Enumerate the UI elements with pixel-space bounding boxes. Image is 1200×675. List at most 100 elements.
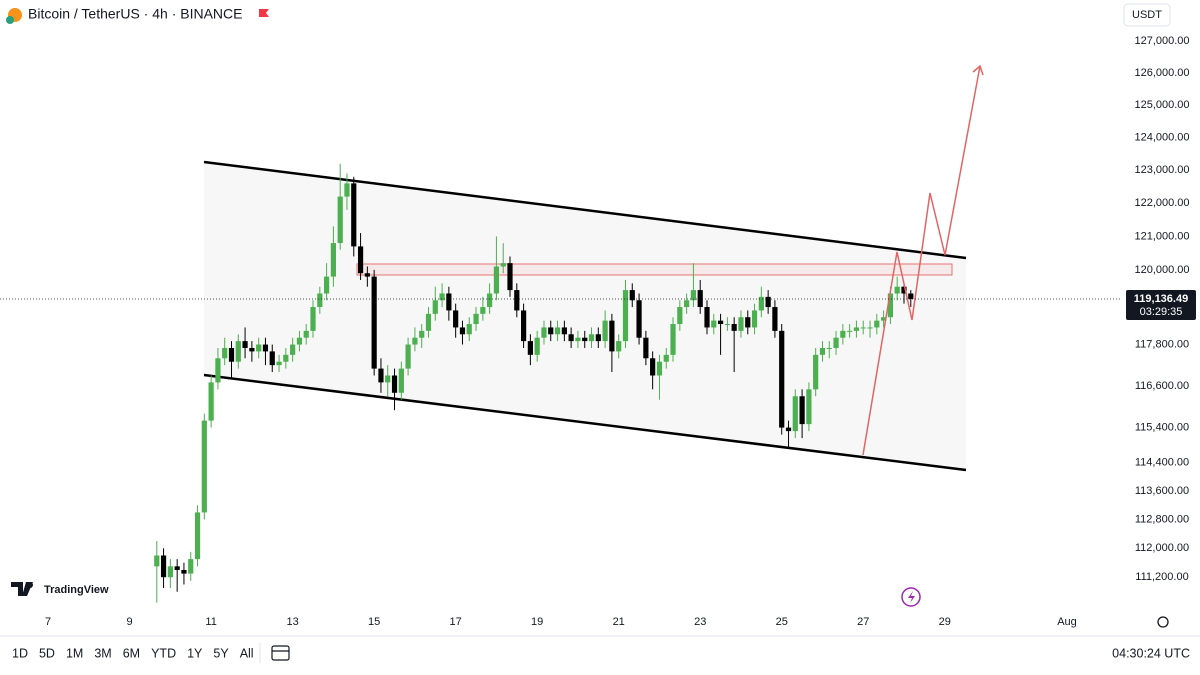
candle-body [738,317,744,331]
range-button[interactable]: 3M [94,646,111,660]
countdown-label: 03:29:35 [1140,306,1183,318]
range-button[interactable]: 6M [123,646,140,660]
channel-fill [204,162,966,470]
y-tick-label: 115,400.00 [1135,422,1189,434]
last-price-label: 119,136.49 [1134,293,1188,305]
candle-body [527,341,533,355]
x-tick-label: 23 [694,616,706,628]
candle-body [663,354,669,362]
candle-body [758,296,764,311]
candle-body [473,313,479,325]
range-button[interactable]: 5Y [213,646,229,660]
candle-body [290,344,296,355]
y-tick-label: 122,000.00 [1134,197,1189,209]
candle-body [215,358,221,383]
candle-body [826,347,832,349]
y-tick-label: 124,000.00 [1134,131,1189,143]
candle-body [534,337,540,355]
candle-body [819,347,826,355]
y-tick-label: 125,000.00 [1134,99,1189,111]
candle-body [256,344,262,352]
candle-body [439,293,445,301]
date-range-icon[interactable] [271,645,290,661]
candle-body [364,273,370,277]
projection-arrow [972,64,984,76]
candle-body [745,317,751,328]
candle-body [357,246,364,274]
x-tick-label: 27 [857,616,869,628]
candle-body [453,310,459,328]
candle-body [188,559,194,574]
candle-body [765,296,771,308]
x-tick-label: 25 [776,616,788,628]
candle-body [337,196,343,244]
candle-body [310,307,316,331]
candle-body [622,290,629,342]
candle-body [208,382,214,421]
candle-body [351,183,357,247]
x-tick-label: 21 [613,616,625,628]
candle-body [853,327,860,331]
range-button[interactable]: YTD [151,646,176,660]
range-button[interactable]: 5D [39,646,55,660]
candle-body [466,324,472,335]
candle-body [371,276,377,369]
x-tick-label: 17 [450,616,462,628]
symbol-title: Bitcoin / TetherUS · 4h · BINANCE [28,6,242,22]
range-button[interactable]: 1Y [187,646,203,660]
brand-name: TradingView [44,584,109,596]
candle-body [201,420,207,513]
range-button[interactable]: All [240,646,254,660]
candle-body [480,307,486,314]
candle-body [262,344,269,352]
candle-body [840,330,846,338]
candle-body [174,566,180,570]
candle-body [629,290,635,301]
y-tick-label: 121,000.00 [1134,230,1189,242]
candle-body [881,317,887,321]
y-tick-label: 111,200.00 [1135,571,1188,583]
candle-body [724,324,730,326]
candle-body [514,290,520,311]
candle-body [425,313,432,331]
candle-body [650,358,656,376]
range-button[interactable]: 1D [12,646,28,660]
event-icon[interactable] [901,587,921,607]
candle-body [323,276,330,294]
candle-body [296,337,303,345]
x-tick-label: 29 [939,616,951,628]
candle-body [887,293,894,318]
candle-body [575,337,581,342]
candle-body [813,354,819,390]
settings-icon[interactable] [1157,616,1169,628]
candle-body [398,368,404,393]
candle-body [582,337,588,342]
candle-body [283,354,289,362]
range-button[interactable]: 1M [66,646,83,660]
brand-logo-dot [27,582,33,588]
candle-body [378,368,384,383]
candle-body [242,341,248,348]
candle-body [874,320,880,328]
candle-body [446,293,452,311]
candle-body [269,351,275,366]
y-tick-label: 123,000.00 [1134,164,1189,176]
candle-body [548,327,554,335]
y-tick-label: 127,000.00 [1134,35,1189,47]
candle-body [833,337,839,348]
event-bolt [908,591,915,603]
candle-body [385,375,391,383]
flag-icon [259,9,269,17]
usdt-icon [6,16,14,24]
projection-path [862,65,981,456]
clock: 04:30:24 UTC [1112,646,1190,660]
y-tick-label: 113,600.00 [1135,485,1189,497]
currency-button[interactable] [1123,3,1171,27]
y-tick-label: 112,000.00 [1135,542,1189,554]
x-tick-label: 7 [45,616,51,628]
candle-body [792,396,798,432]
candle-body [690,290,696,301]
candle-body [507,263,513,291]
